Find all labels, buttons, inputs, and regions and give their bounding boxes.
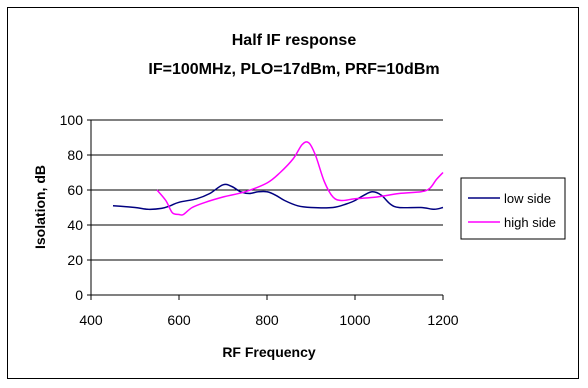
- legend-label-low-side: low side: [504, 191, 551, 206]
- plot-area: 0 20 40 60 80 100 400 600 800 1000 1200: [60, 112, 459, 328]
- y-tick-label: 20: [67, 252, 83, 268]
- x-tick-label: 1200: [427, 312, 458, 328]
- x-tick-label: 1000: [339, 312, 370, 328]
- y-axis-label: Isolation, dB: [32, 165, 48, 249]
- series-line-low-side: [112, 183, 444, 211]
- legend-label-high-side: high side: [504, 215, 556, 230]
- legend: low side high side: [460, 177, 566, 240]
- series-line-high-side: [156, 141, 444, 216]
- chart-title-line-2: IF=100MHz, PLO=17dBm, PRF=10dBm: [148, 61, 439, 78]
- y-tick-label: 60: [67, 182, 83, 198]
- y-tick-label: 80: [67, 147, 83, 163]
- x-tick-label: 600: [167, 312, 191, 328]
- y-tick-label: 100: [60, 112, 84, 128]
- y-tick-label: 0: [75, 287, 83, 303]
- y-tick-label: 40: [67, 217, 83, 233]
- legend-box: [460, 177, 566, 240]
- chart-title-line-1: Half IF response: [232, 32, 357, 49]
- x-tick-label: 400: [79, 312, 103, 328]
- x-axis-label: RF Frequency: [222, 344, 316, 360]
- x-tick-label: 800: [255, 312, 279, 328]
